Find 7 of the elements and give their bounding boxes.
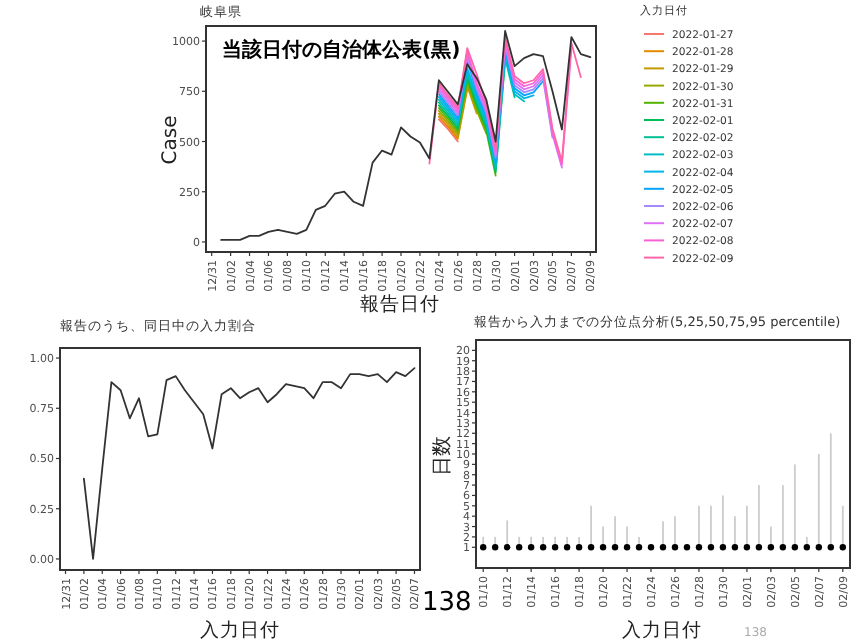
y-axis-title: 日数 [432,436,454,476]
y-axis-title: Case [160,115,182,165]
x-axis-title: 入力日付 [622,618,702,640]
annotation: 当該日付の自治体公表(黒) [222,38,461,62]
x-axis-title: 入力日付 [200,618,280,640]
x-axis-title: 報告日付 [360,292,440,316]
text: 138 [422,588,472,618]
